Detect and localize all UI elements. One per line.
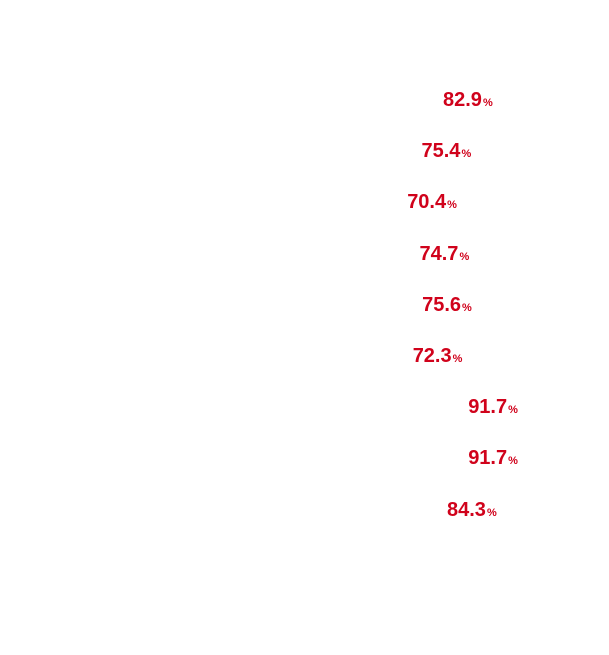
data-label-unit: % bbox=[462, 301, 472, 314]
data-label-value: 75.6 bbox=[422, 293, 462, 316]
data-label-value: 70.4 bbox=[407, 191, 447, 214]
data-label-value: 72.3 bbox=[412, 345, 452, 367]
data-label-value: 91.7 bbox=[468, 447, 508, 470]
data-label-value: 91.7 bbox=[468, 396, 508, 419]
data-label-value: 82.9 bbox=[443, 89, 482, 111]
data-label: 84.3% bbox=[447, 498, 497, 525]
data-label: 75.4% bbox=[422, 139, 472, 166]
data-label: 75.6% bbox=[422, 293, 472, 320]
data-label-value: 75.4 bbox=[421, 140, 461, 163]
data-label: 91.7% bbox=[468, 446, 518, 473]
data-label-value: 74.7 bbox=[419, 242, 459, 265]
data-label-unit: % bbox=[486, 506, 497, 519]
data-label-unit: % bbox=[482, 97, 493, 109]
data-label-unit: % bbox=[447, 199, 457, 212]
data-label: 74.7% bbox=[420, 242, 470, 269]
data-label: 82.9% bbox=[443, 88, 493, 115]
data-label-unit: % bbox=[461, 148, 472, 161]
data-label-unit: % bbox=[508, 404, 518, 417]
data-label-value: 84.3 bbox=[447, 498, 486, 521]
data-label: 70.4% bbox=[407, 190, 457, 217]
data-label: 91.7% bbox=[468, 395, 518, 422]
data-label-unit: % bbox=[508, 455, 518, 468]
data-label-unit: % bbox=[452, 353, 463, 365]
data-label-unit: % bbox=[459, 250, 470, 263]
data-label: 72.3% bbox=[413, 344, 463, 371]
